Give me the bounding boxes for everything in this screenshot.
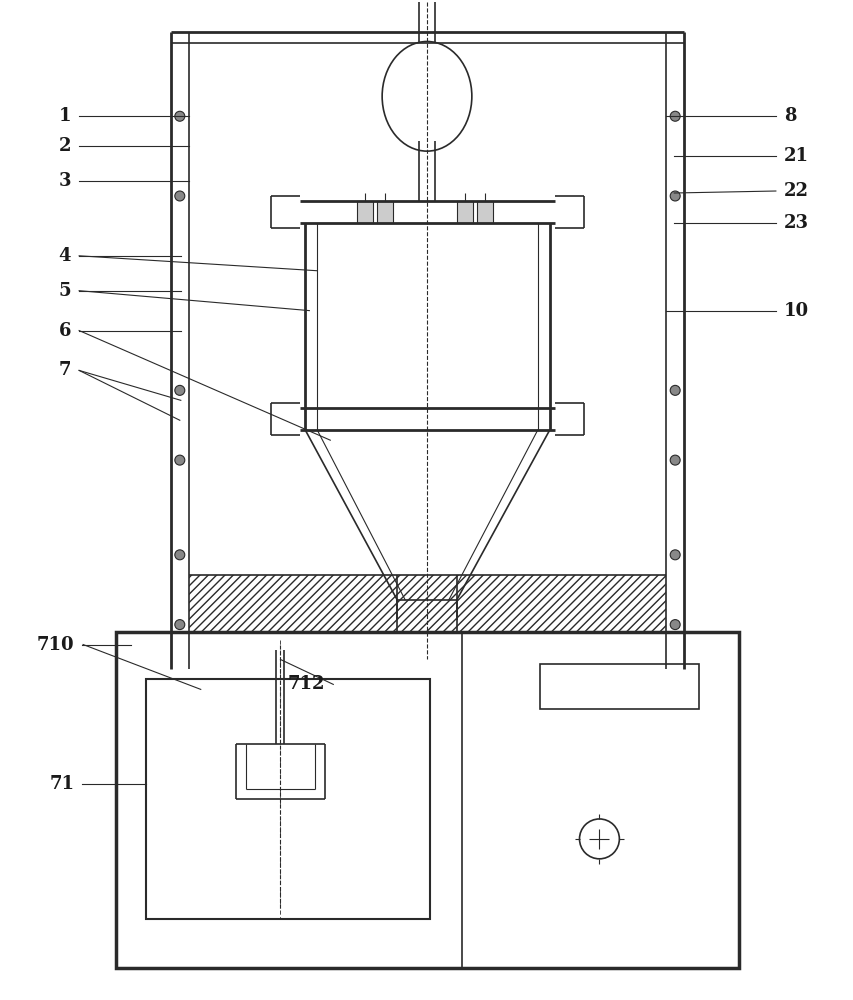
- Text: 6: 6: [59, 322, 71, 340]
- Circle shape: [670, 550, 679, 560]
- Text: 21: 21: [783, 147, 808, 165]
- Circle shape: [670, 455, 679, 465]
- Circle shape: [175, 550, 184, 560]
- Circle shape: [670, 191, 679, 201]
- Text: 7: 7: [59, 361, 71, 379]
- Circle shape: [670, 385, 679, 395]
- Circle shape: [175, 191, 184, 201]
- Bar: [456, 201, 473, 223]
- Bar: [357, 201, 373, 223]
- Text: 3: 3: [59, 172, 71, 190]
- Text: 5: 5: [59, 282, 71, 300]
- Text: 8: 8: [783, 107, 795, 125]
- Circle shape: [175, 620, 184, 630]
- Text: 22: 22: [783, 182, 808, 200]
- Text: 712: 712: [287, 675, 325, 693]
- Bar: [146, 679, 430, 919]
- Circle shape: [175, 455, 184, 465]
- Text: 10: 10: [783, 302, 808, 320]
- Bar: [539, 664, 699, 709]
- Text: 23: 23: [783, 214, 808, 232]
- Circle shape: [670, 620, 679, 630]
- Text: 710: 710: [37, 636, 74, 654]
- Text: 1: 1: [59, 107, 71, 125]
- Circle shape: [175, 111, 184, 121]
- Text: 4: 4: [59, 247, 71, 265]
- Bar: [189, 575, 665, 632]
- Circle shape: [175, 385, 184, 395]
- Text: 2: 2: [59, 137, 71, 155]
- Bar: [476, 201, 492, 223]
- Bar: [116, 632, 738, 968]
- Circle shape: [670, 111, 679, 121]
- Bar: [377, 201, 392, 223]
- Text: 71: 71: [49, 775, 74, 793]
